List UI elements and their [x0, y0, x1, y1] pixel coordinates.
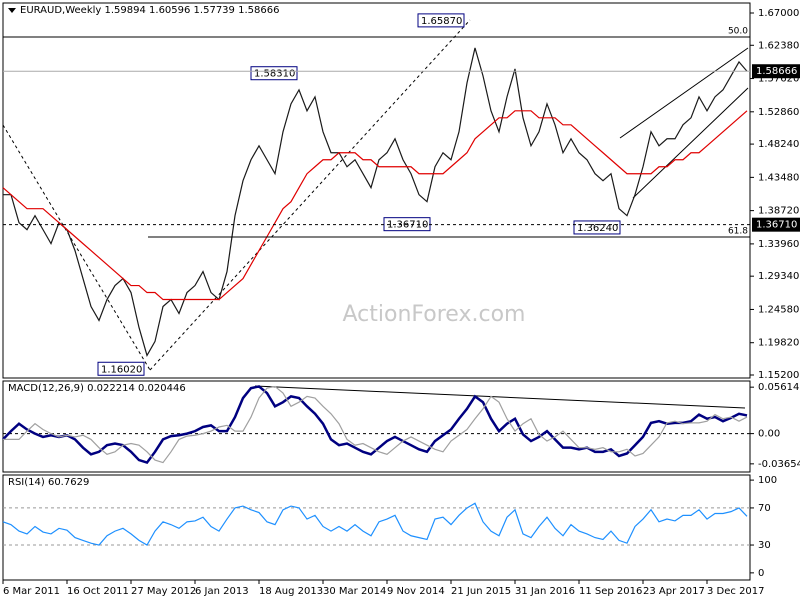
y-tick-label: -0.036548: [758, 459, 800, 470]
price-tag: 1.58666: [756, 66, 797, 77]
price-tag: 1.36710: [756, 220, 797, 231]
y-tick-label: 1.57620: [758, 74, 799, 85]
y-tick-label: 1.43480: [758, 172, 799, 183]
y-tick-label: 0.00: [758, 429, 780, 440]
price-panel: [2, 2, 751, 379]
channel-line: [619, 47, 749, 139]
point-label: 1.36240: [577, 223, 618, 234]
point-label: 1.16020: [101, 364, 142, 375]
x-tick-label: 21 Jun 2015: [451, 586, 511, 597]
x-tick-label: 31 Jan 2016: [515, 586, 575, 597]
series-line: [2, 385, 748, 465]
y-tick-label: 1.15200: [758, 370, 799, 381]
y-tick-label: 0: [758, 568, 764, 579]
x-tick-label: 6 Mar 2011: [3, 586, 60, 597]
y-tick-label: 1.48240: [758, 139, 799, 150]
watermark: ActionForex.com: [343, 302, 526, 327]
series-line: [3, 47, 748, 357]
y-tick-label: 100: [758, 475, 777, 486]
series-line: [2, 502, 748, 546]
y-tick-label: 1.67000: [758, 8, 799, 19]
channel-line: [632, 87, 749, 199]
x-tick-label: 27 May 2012: [131, 586, 196, 597]
point-label-box: [417, 13, 465, 28]
series-line: [3, 385, 748, 464]
x-tick-label: 9 Nov 2014: [387, 586, 445, 597]
y-tick-label: 1.62380: [758, 40, 799, 51]
macd-panel: [2, 380, 751, 473]
x-tick-label: 11 Sep 2016: [579, 586, 642, 597]
y-tick-label: 0.056148: [758, 382, 800, 393]
y-tick-label: 1.29340: [758, 271, 799, 282]
rsi-title: RSI(14) 60.7629: [8, 477, 89, 488]
x-tick-label: 3 Dec 2017: [707, 586, 765, 597]
x-tick-label: 30 Mar 2014: [323, 586, 386, 597]
point-label-box: [250, 66, 298, 81]
y-tick-label: 70: [758, 503, 771, 514]
y-tick-label: 1.19820: [758, 338, 799, 349]
y-tick-label: 1.38720: [758, 206, 799, 217]
x-tick-label: 6 Jan 2013: [195, 586, 249, 597]
price-tag-box: [752, 217, 800, 232]
x-tick-label: 18 Aug 2013: [259, 586, 323, 597]
trend-line: [149, 19, 471, 371]
point-label: 1.58310: [254, 69, 295, 80]
y-tick-label: 1.24580: [758, 304, 799, 315]
y-tick-label: 30: [758, 540, 771, 551]
x-tick-label: 16 Oct 2011: [67, 586, 129, 597]
price-tag-box: [752, 64, 800, 79]
y-tick-label: 1.33960: [758, 239, 799, 250]
point-label-box: [97, 361, 145, 376]
dropdown-icon: [8, 8, 16, 13]
y-tick-label: 1.52860: [758, 107, 799, 118]
point-label: 1.65870: [421, 16, 462, 27]
macd-title: MACD(12,26,9) 0.022214 0.020446: [8, 383, 186, 394]
rsi-panel: [2, 474, 751, 581]
chart-title: EURAUD,Weekly 1.59894 1.60596 1.57739 1.…: [20, 5, 279, 16]
fib-label: 50.0: [728, 26, 748, 36]
fib-label: 61.8: [728, 227, 748, 237]
series-line: [2, 110, 748, 301]
x-tick-label: 23 Apr 2017: [643, 586, 705, 597]
macd-trend-line: [254, 385, 746, 409]
